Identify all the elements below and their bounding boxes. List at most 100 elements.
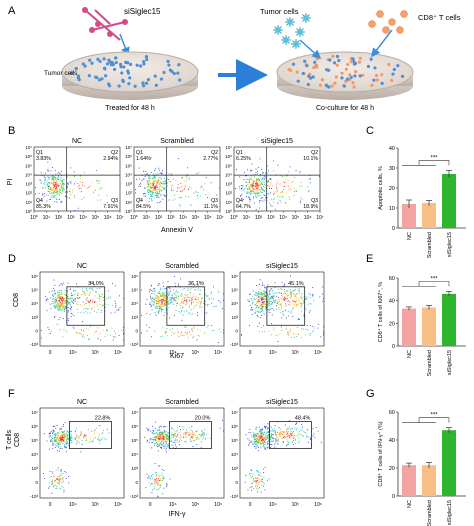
y-tick-label: 10⁶ xyxy=(31,274,38,279)
coculture-dots xyxy=(287,54,405,89)
dish-1-cells-label: Tumor cells xyxy=(44,70,78,77)
bar xyxy=(442,174,456,228)
flow-plot-frame xyxy=(133,146,221,212)
category-label: siSiglec15 xyxy=(447,350,453,375)
quadrant-label: Q3 xyxy=(211,198,218,204)
dish-2-caption: Co-culture for 48 h xyxy=(316,105,374,112)
y-tick-label: 40 xyxy=(389,146,395,152)
y-tick-label: 40 xyxy=(389,299,395,305)
tumor-cell-dot xyxy=(114,56,118,60)
x-tick-label: 0 xyxy=(249,502,252,508)
y-tick-label: 0 xyxy=(392,226,395,232)
panel-label-d: D xyxy=(8,253,16,265)
tumor-cell-dot xyxy=(162,70,166,75)
x-tick-label: 10² xyxy=(155,215,163,221)
coculture-cell-dot xyxy=(390,78,394,83)
tumor-cell-dot xyxy=(142,59,146,64)
category-label: NC xyxy=(407,232,413,240)
gate-box xyxy=(168,421,212,449)
quadrant-label: Q4 xyxy=(136,198,143,204)
y-tick-label: 60 xyxy=(389,410,395,416)
cd8-cell-icon xyxy=(400,10,408,18)
panel-label-b: B xyxy=(8,125,15,137)
gate-percentage: 34.0% xyxy=(88,281,104,287)
y-tick-label: 10⁵ xyxy=(25,163,32,168)
tumor-cell-dot xyxy=(129,62,133,67)
gated-flow-plot: Scrambled 36.1% 0 10⁴ 10⁵ 10⁶ 10⁶ 10⁵ 10⁴ 10³ 0 -10… xyxy=(130,263,225,356)
y-tick-label: 10² xyxy=(225,191,232,196)
coculture-cell-dot xyxy=(334,75,338,79)
coculture-cell-dot xyxy=(400,74,405,78)
y-tick-label: 0 xyxy=(35,328,38,333)
x-tick-label: 10⁵ xyxy=(292,215,300,221)
coculture-cell-dot xyxy=(333,81,337,85)
gated-flow-plot: NC 34.0% 0 10⁴ 10⁵ 10⁶ 10⁶ 10⁵ 10⁴ 10³ 0 -10³ xyxy=(30,263,125,356)
panel-d-xlabel: Ki67 xyxy=(170,353,184,360)
tumor-cell-dot xyxy=(83,64,87,68)
quadrant-value: 1.64% xyxy=(136,156,151,162)
tumor-cell-dot xyxy=(154,83,158,87)
dish-1-caption: Treated for 48 h xyxy=(105,105,155,112)
flow-plot-title: siSiglec15 xyxy=(266,263,298,270)
coculture-cell-dot xyxy=(396,64,400,68)
coculture-cell-dot xyxy=(357,60,362,64)
quadrant-value: 64.7% xyxy=(236,204,251,210)
y-tick-label: 0 xyxy=(135,480,138,485)
x-tick-label: 10⁵ xyxy=(292,350,300,356)
y-tick-label: 10⁵ xyxy=(31,288,38,293)
coculture-cell-dot xyxy=(313,60,317,64)
coculture-cell-dot xyxy=(330,84,334,88)
x-tick-label: 10³ xyxy=(267,215,275,221)
bar-chart-g: 0 20 40 60 CD8⁺ T cells of IFN-γ⁺ (%) NC Scram… xyxy=(377,410,466,526)
tumor-cell-dot xyxy=(177,63,181,67)
y-tick-label: 10⁷ xyxy=(31,410,38,415)
y-tick-label: 10³ xyxy=(131,466,138,471)
tumor-cell-dot xyxy=(97,78,102,82)
significance-stars: *** xyxy=(430,276,438,282)
quadrant-label: Q2 xyxy=(111,150,118,156)
x-tick-label: 10⁵ xyxy=(292,502,300,508)
coculture-cell-dot xyxy=(375,73,379,78)
quadrant-value: 3.83% xyxy=(36,156,51,162)
coculture-cell-dot xyxy=(311,75,315,79)
x-tick-label: 10⁰ xyxy=(30,215,38,221)
y-tick-label: 10³ xyxy=(231,466,238,471)
tumor-cell-dot xyxy=(98,59,102,64)
y-tick-label: 0 xyxy=(392,494,395,500)
coculture-cell-dot xyxy=(346,62,350,67)
tumor-cell-icon xyxy=(281,35,291,45)
quadrant-value: 6.25% xyxy=(236,156,251,162)
y-tick-label: 10⁴ xyxy=(25,172,32,177)
quadrant-label: Q3 xyxy=(311,198,318,204)
tumor-cell-dot xyxy=(117,84,121,88)
coculture-cell-dot xyxy=(320,78,324,82)
tumor-cell-dot xyxy=(110,60,114,65)
y-tick-label: 0 xyxy=(235,328,238,333)
coculture-cell-dot xyxy=(335,63,339,67)
dish-1-arrow xyxy=(119,33,130,57)
bar xyxy=(402,465,416,496)
tumor-cell-dot xyxy=(159,77,164,81)
y-tick-label: 10¹ xyxy=(225,200,232,205)
category-label: Scrambled xyxy=(427,500,433,526)
category-label: Scrambled xyxy=(427,232,433,258)
flow-plot-title: Scrambled xyxy=(165,399,199,406)
tumor-cell-icons xyxy=(273,13,311,49)
x-tick-label: 10⁶ xyxy=(304,215,312,221)
bar xyxy=(402,204,416,228)
flow-plot-frame xyxy=(239,271,325,347)
flow-plot-title: siSiglec15 xyxy=(261,138,293,145)
significance-stars: *** xyxy=(430,413,438,419)
quadrant-value: 84.5% xyxy=(136,204,151,210)
coculture-cell-dot xyxy=(305,64,309,68)
tumor-cell-dot xyxy=(166,59,170,63)
quadrant-value: 7.91% xyxy=(103,204,118,210)
y-tick-label: -10³ xyxy=(130,494,139,499)
tumor-cell-dot xyxy=(76,74,81,78)
y-axis-label: Apoptotic cells, % xyxy=(378,166,384,210)
coculture-cell-dot xyxy=(342,84,346,88)
y-axis-label: CD8⁺ T cells of Ki67⁺, % xyxy=(377,282,384,343)
tumor-cell-dot xyxy=(126,71,131,75)
cd8-arrow xyxy=(371,29,393,58)
